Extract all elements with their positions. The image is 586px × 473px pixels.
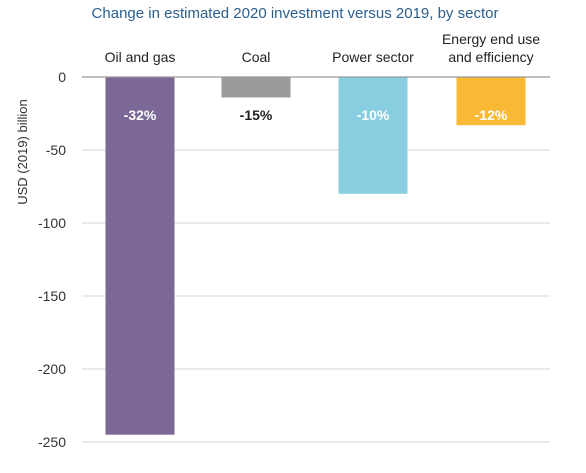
bar-percent-label: -15% xyxy=(240,107,273,123)
bar-percent-label: -10% xyxy=(357,107,390,123)
chart-title: Change in estimated 2020 investment vers… xyxy=(92,5,499,22)
bar xyxy=(221,77,291,98)
category-label: Energy end use xyxy=(442,31,540,47)
y-tick-label: -100 xyxy=(38,215,66,231)
y-tick-label: -50 xyxy=(46,142,66,158)
bar xyxy=(456,77,526,126)
y-tick-label: -250 xyxy=(38,434,66,450)
y-axis-label: USD (2019) billion xyxy=(15,99,30,205)
bar xyxy=(105,77,175,435)
category-label: Coal xyxy=(242,49,271,65)
y-tick-label: 0 xyxy=(58,69,66,85)
y-tick-label: -150 xyxy=(38,288,66,304)
category-label: Power sector xyxy=(332,49,414,65)
y-tick-label: -200 xyxy=(38,361,66,377)
bar xyxy=(338,77,408,194)
bar-percent-label: -32% xyxy=(124,107,157,123)
category-label: and efficiency xyxy=(448,49,533,65)
category-label: Oil and gas xyxy=(105,49,176,65)
bar-percent-label: -12% xyxy=(475,107,508,123)
